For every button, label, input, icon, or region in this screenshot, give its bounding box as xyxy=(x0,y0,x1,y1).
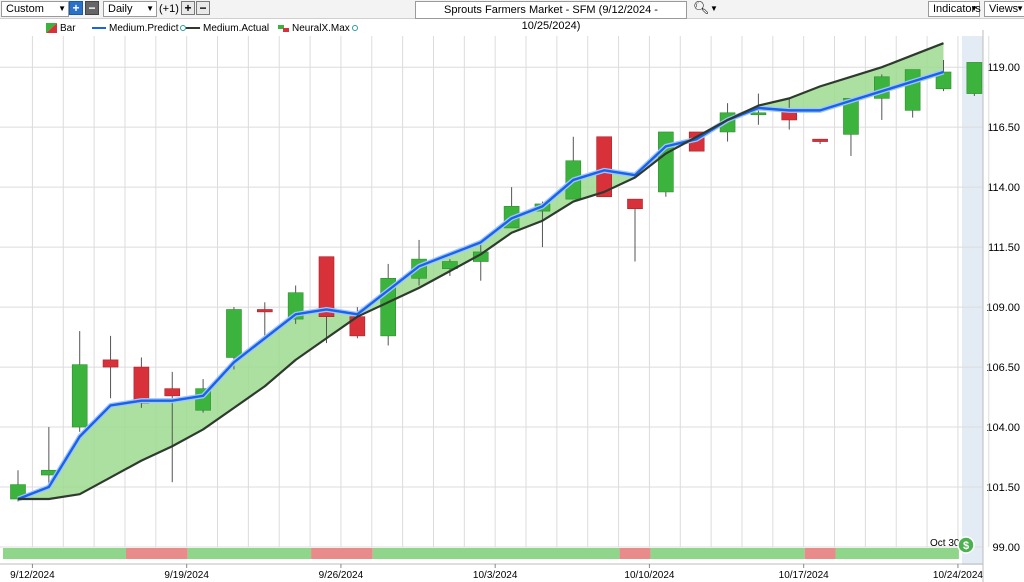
candle-body xyxy=(318,256,335,317)
x-tick-label: 9/19/2024 xyxy=(164,570,209,581)
candle-body xyxy=(442,261,458,270)
forecast-date-label: Oct 30 xyxy=(930,538,960,549)
chevron-down-icon: ▼ xyxy=(58,4,66,13)
candle-body xyxy=(133,366,150,404)
signal-band xyxy=(187,548,312,559)
offset-minus-button[interactable]: − xyxy=(196,1,210,15)
forecast-region xyxy=(961,36,983,565)
y-tick-label: 104.00 xyxy=(986,422,1020,434)
actual-line xyxy=(18,42,944,501)
range-select-value: Custom xyxy=(6,3,44,15)
indicators-button[interactable]: Indicators ▼ xyxy=(928,1,981,17)
y-tick-label: 99.00 xyxy=(992,542,1020,554)
legend-item-actual[interactable]: Medium.Actual xyxy=(186,23,269,35)
legend-item-predict[interactable]: Medium.Predict xyxy=(92,23,187,35)
chevron-down-icon: ▼ xyxy=(146,4,154,13)
legend-actual-label: Medium.Actual xyxy=(203,23,270,34)
x-tick-label: 9/12/2024 xyxy=(10,570,55,581)
signal-band xyxy=(311,548,373,559)
signal-band xyxy=(650,548,805,559)
candle-body xyxy=(164,388,181,397)
views-label: Views xyxy=(989,3,1019,15)
candle-body xyxy=(627,198,643,210)
settings-dot-icon[interactable] xyxy=(180,25,187,32)
neuralx-icon xyxy=(278,25,289,33)
candle-body xyxy=(71,364,88,428)
signal-band xyxy=(835,548,959,559)
toolbar: Custom ▼ + − Daily ▼ (+1) + − Sprouts Fa… xyxy=(0,0,1024,32)
symbol-title: Sprouts Farmers Market - SFM (9/12/2024 … xyxy=(444,4,658,32)
y-tick-label: 116.50 xyxy=(987,122,1020,134)
interval-select[interactable]: Daily ▼ xyxy=(103,1,157,17)
y-tick-label: 109.00 xyxy=(986,302,1020,314)
candle-body xyxy=(904,69,921,111)
x-tick-label: 10/10/2024 xyxy=(624,570,674,581)
candle-body xyxy=(226,309,242,358)
y-tick-label: 101.50 xyxy=(986,482,1020,494)
offset-plus-button[interactable]: + xyxy=(181,1,195,15)
line-swatch-icon xyxy=(92,27,106,30)
zoom-in-button[interactable]: + xyxy=(69,1,83,15)
candle-body xyxy=(256,309,273,313)
chevron-down-icon: ▼ xyxy=(970,4,978,13)
spread-area xyxy=(18,43,944,500)
signal-band xyxy=(804,548,836,559)
settings-dot-icon[interactable] xyxy=(351,25,358,32)
symbol-title-box[interactable]: Sprouts Farmers Market - SFM (9/12/2024 … xyxy=(415,1,687,32)
zoom-out-button[interactable]: − xyxy=(85,1,99,15)
views-button[interactable]: Views ▼ xyxy=(984,1,1024,17)
legend-item-bar[interactable]: Bar xyxy=(46,23,76,35)
candle-body xyxy=(102,359,119,368)
candle-body xyxy=(658,131,674,193)
predict-line xyxy=(17,70,944,501)
y-tick-label: 114.00 xyxy=(987,182,1020,194)
y-tick-label: 119.00 xyxy=(987,62,1020,74)
bar-icon xyxy=(46,23,57,34)
search-icon[interactable]: 🔍︎ xyxy=(693,0,710,15)
signal-band xyxy=(372,548,620,559)
candle-body xyxy=(812,138,828,142)
candle-body xyxy=(472,251,489,262)
offset-label: (+1) xyxy=(159,3,179,15)
legend-predict-label: Medium.Predict xyxy=(109,23,179,34)
x-tick-label: 10/3/2024 xyxy=(473,570,518,581)
x-tick-label: 10/17/2024 xyxy=(779,570,829,581)
signal-band xyxy=(619,548,651,559)
candle-body xyxy=(596,136,612,198)
interval-select-value: Daily xyxy=(108,3,133,15)
chevron-down-icon: ▼ xyxy=(1016,4,1024,13)
y-tick-label: 106.50 xyxy=(986,362,1020,374)
dollar-icon xyxy=(957,536,975,554)
x-tick-label: 9/26/2024 xyxy=(319,570,364,581)
signal-band xyxy=(125,548,188,559)
legend-item-neuralx[interactable]: NeuralX.Max xyxy=(278,23,358,35)
candle-body xyxy=(966,62,983,94)
legend-neuralx-label: NeuralX.Max xyxy=(292,23,350,34)
legend-bar-label: Bar xyxy=(60,23,76,34)
candle-body xyxy=(750,112,767,116)
chevron-down-icon[interactable]: ▼ xyxy=(710,4,718,13)
range-select[interactable]: Custom ▼ xyxy=(1,1,69,17)
x-tick-label: 10/24/2024 xyxy=(933,570,983,581)
signal-band xyxy=(3,548,126,559)
dollar-icon-glyph: $ xyxy=(963,540,969,552)
indicators-label: Indicators xyxy=(933,3,981,15)
y-tick-label: 111.50 xyxy=(988,242,1020,254)
line-swatch-icon xyxy=(186,27,200,30)
